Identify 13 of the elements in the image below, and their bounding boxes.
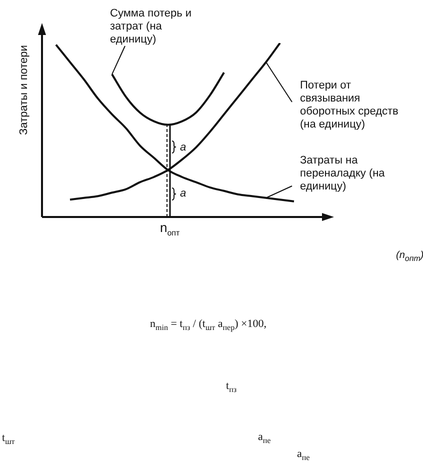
annotation: a (180, 188, 186, 200)
text: n$_{опт}$ (160, 220, 180, 238)
y-axis-title: Затраты и потери (18, 45, 30, 135)
text: (n$_{опт}$) (396, 250, 423, 263)
text: t$_{пз}$ (226, 380, 237, 394)
text: a$_{пе}$ (258, 431, 271, 446)
text: t$_{шт}$ (2, 432, 15, 446)
annotation: a (180, 141, 186, 154)
text: n$_{min}$ = t$_{пз}$ / (t$_{шт}$ a$_{пер}$) ×100, (150, 318, 266, 332)
series-label: Затраты на переналадку (на единицу) (300, 154, 386, 193)
text: Потери от связывания оборотных средств (на единицу) (300, 80, 399, 131)
text: Сумма потерь и затрат (на единицу) (110, 8, 192, 46)
text: a$_{пе}$ (297, 448, 310, 462)
